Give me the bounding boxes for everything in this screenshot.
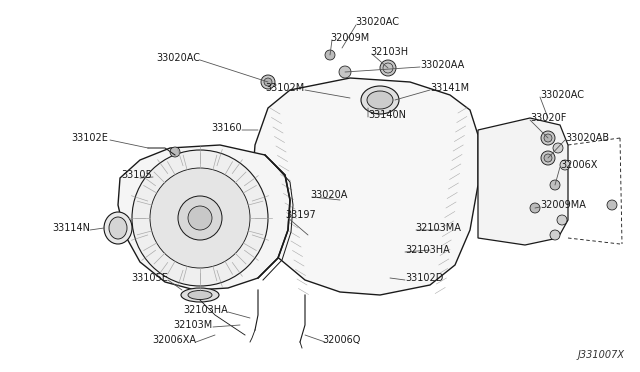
- Text: 33102E: 33102E: [71, 133, 108, 143]
- Circle shape: [264, 78, 272, 86]
- Text: 32006XA: 32006XA: [152, 335, 196, 345]
- Text: 33102D: 33102D: [405, 273, 444, 283]
- Text: 33020AA: 33020AA: [420, 60, 464, 70]
- Ellipse shape: [367, 91, 393, 109]
- Circle shape: [339, 66, 351, 78]
- Circle shape: [261, 75, 275, 89]
- Circle shape: [607, 200, 617, 210]
- Text: 33160: 33160: [211, 123, 242, 133]
- Text: 32006X: 32006X: [560, 160, 597, 170]
- Text: 33141M: 33141M: [430, 83, 469, 93]
- Circle shape: [530, 203, 540, 213]
- Polygon shape: [118, 145, 290, 290]
- Ellipse shape: [104, 212, 132, 244]
- Circle shape: [553, 143, 563, 153]
- Text: 33105E: 33105E: [131, 273, 168, 283]
- Circle shape: [560, 160, 570, 170]
- Text: 33020AC: 33020AC: [156, 53, 200, 63]
- Text: 33140N: 33140N: [368, 110, 406, 120]
- Text: 33114N: 33114N: [52, 223, 90, 233]
- Circle shape: [541, 131, 555, 145]
- Circle shape: [541, 151, 555, 165]
- Polygon shape: [252, 78, 478, 295]
- Text: 32009M: 32009M: [330, 33, 369, 43]
- Text: 33020A: 33020A: [310, 190, 348, 200]
- Circle shape: [150, 168, 250, 268]
- Ellipse shape: [109, 217, 127, 239]
- Text: J331007X: J331007X: [578, 350, 625, 360]
- Text: 32103H: 32103H: [370, 47, 408, 57]
- Text: 33020F: 33020F: [530, 113, 566, 123]
- Circle shape: [170, 147, 180, 157]
- Text: 33020AC: 33020AC: [355, 17, 399, 27]
- Circle shape: [188, 206, 212, 230]
- Text: 33020AB: 33020AB: [565, 133, 609, 143]
- Circle shape: [544, 134, 552, 142]
- Text: 33197: 33197: [285, 210, 316, 220]
- Text: 32103M: 32103M: [173, 320, 213, 330]
- Circle shape: [325, 50, 335, 60]
- Circle shape: [557, 215, 567, 225]
- Text: 32103MA: 32103MA: [415, 223, 461, 233]
- Text: 32103HA: 32103HA: [405, 245, 450, 255]
- Polygon shape: [478, 118, 568, 245]
- Text: 32103HA: 32103HA: [183, 305, 228, 315]
- Circle shape: [380, 60, 396, 76]
- Circle shape: [544, 154, 552, 162]
- Text: 32006Q: 32006Q: [322, 335, 360, 345]
- Text: 33020AC: 33020AC: [540, 90, 584, 100]
- Text: 33102M: 33102M: [266, 83, 305, 93]
- Text: 33105: 33105: [121, 170, 152, 180]
- Text: 32009MA: 32009MA: [540, 200, 586, 210]
- Circle shape: [550, 230, 560, 240]
- Circle shape: [132, 150, 268, 286]
- Ellipse shape: [181, 288, 219, 302]
- Ellipse shape: [188, 291, 212, 299]
- Circle shape: [550, 180, 560, 190]
- Circle shape: [178, 196, 222, 240]
- Ellipse shape: [361, 86, 399, 114]
